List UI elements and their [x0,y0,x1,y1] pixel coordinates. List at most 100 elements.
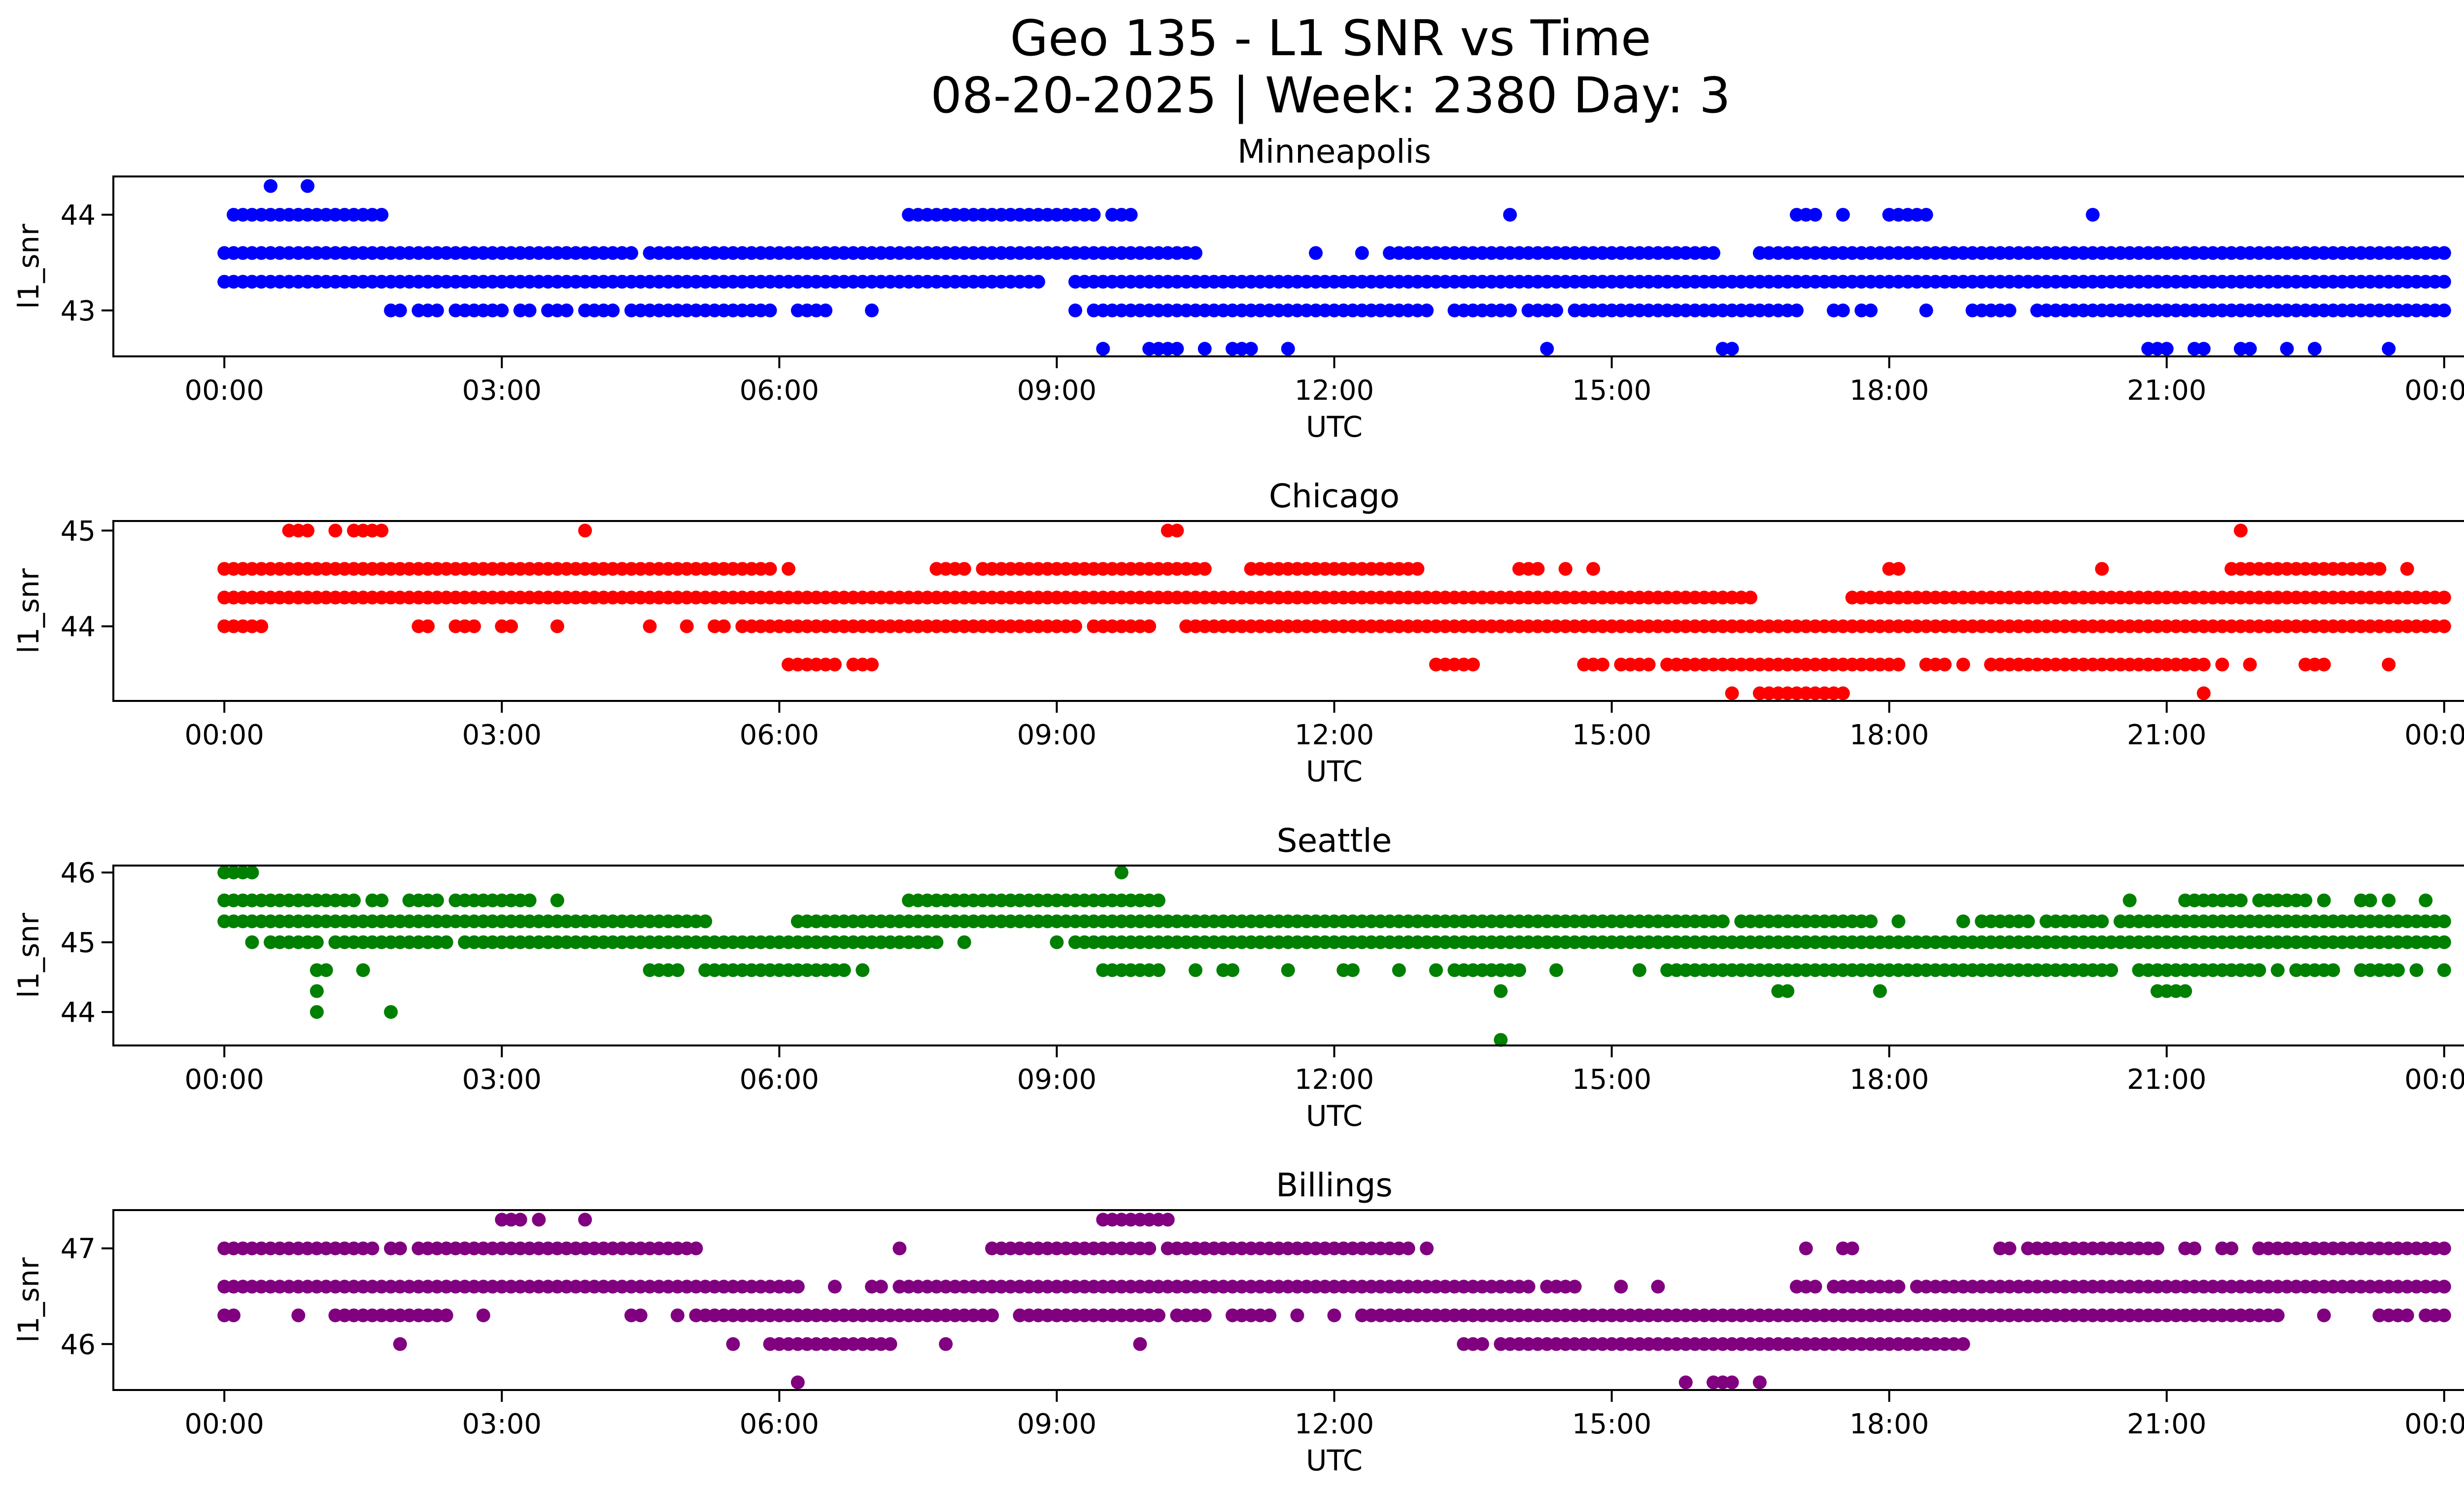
x-tick-label: 09:00 [1017,375,1096,407]
x-tick-label: 06:00 [740,1064,819,1096]
data-point [1558,562,1573,576]
data-point [2437,1308,2451,1322]
data-point [309,1005,324,1019]
data-point [1632,963,1646,977]
x-tick-label: 06:00 [740,1408,819,1440]
data-point [2233,893,2248,907]
data-point [1891,562,1906,576]
data-point [1494,1033,1508,1047]
x-tick-label: 09:00 [1017,1408,1096,1440]
data-point [957,562,971,576]
data-point [1836,208,1850,222]
x-tick-label: 18:00 [1849,1408,1929,1440]
series-minneapolis [217,179,2451,356]
data-point [1142,1241,1157,1255]
data-point [550,619,564,633]
data-point [1392,963,1406,977]
data-point [957,935,971,949]
data-point [1226,963,1239,977]
data-point [1836,686,1850,700]
x-tick-label: 12:00 [1295,719,1374,751]
data-point [1799,1241,1813,1255]
data-point [698,914,713,929]
data-point [1531,562,1545,576]
data-point [1346,963,1360,977]
data-point [1161,1213,1175,1227]
data-point [1614,1280,1628,1294]
x-axis-label: UTC [1306,1099,1363,1133]
data-point [578,523,592,538]
data-point [1642,658,1656,672]
data-point [2409,963,2424,977]
x-axis-label: UTC [1306,755,1363,788]
data-point [1142,619,1157,633]
data-point [356,963,370,977]
data-point [680,619,694,633]
data-point [1420,303,1434,317]
x-tick-label: 21:00 [2127,1064,2206,1096]
data-point [1938,658,1952,672]
x-tick-label: 00:00 [185,1064,264,1096]
data-point [2002,303,2017,317]
data-point [1521,1280,1536,1294]
data-point [2243,342,2257,356]
subplot-title: Billings [1276,1166,1393,1204]
data-point [1919,208,1933,222]
data-point [1725,342,1739,356]
subplot-title: Chicago [1269,477,1400,515]
data-point [2215,658,2229,672]
data-point [1725,686,1739,700]
data-point [1466,658,1480,672]
data-point [1891,658,1906,672]
data-point [624,246,639,260]
x-tick-label: 18:00 [1849,375,1929,407]
data-point [1595,658,1609,672]
data-point [2363,893,2377,907]
data-point [522,893,537,907]
x-tick-label: 03:00 [462,1064,542,1096]
data-point [1133,1337,1147,1351]
data-point [1355,246,1369,260]
data-point [670,1308,684,1322]
data-point [1263,1308,1277,1322]
data-point [421,619,435,633]
data-point [1512,963,1526,977]
data-point [837,963,851,977]
x-tick-label: 18:00 [1849,1064,1929,1096]
y-tick-label: 44 [61,200,96,232]
data-point [495,303,509,317]
data-point [2437,914,2451,929]
x-tick-label: 03:00 [462,375,542,407]
x-tick-label: 03:00 [462,1408,542,1440]
data-point [245,935,259,949]
subplot-billings: Billings 00:00 03:00 06:00 09:00 12:00 15:00 18… [12,1166,2464,1477]
y-axis-label: l1_snr [12,913,45,998]
data-point [1549,963,1563,977]
x-tick-label: 00:00 [2404,375,2464,407]
data-point [782,562,796,576]
data-point [2400,562,2414,576]
data-point [892,1241,907,1255]
data-point [227,1308,240,1322]
data-point [309,935,324,949]
data-point [1429,963,1443,977]
data-point [1068,303,1082,317]
data-point [985,1308,999,1322]
y-axis-label: l1_snr [12,224,45,309]
data-point [1789,303,1804,317]
data-point [1198,342,1212,356]
data-point [939,1337,953,1351]
data-point [1096,342,1110,356]
data-point [2317,893,2331,907]
data-point [2391,963,2405,977]
data-point [1281,963,1295,977]
x-tick-label: 00:00 [185,1408,264,1440]
data-point [375,893,389,907]
data-point [856,963,870,977]
data-point [1873,984,1887,998]
data-point [1244,342,1258,356]
data-point [1808,1280,1822,1294]
data-point [689,1241,703,1255]
data-point [2437,963,2451,977]
data-point [1494,984,1508,998]
